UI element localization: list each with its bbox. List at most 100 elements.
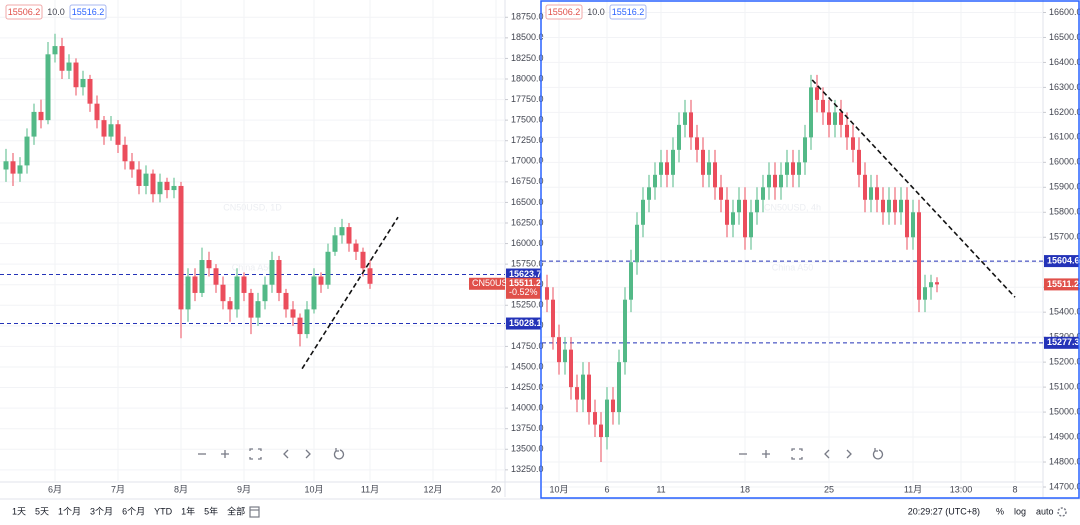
scroll-left[interactable]: [283, 449, 289, 459]
candle-body: [911, 212, 915, 238]
candle-body: [276, 260, 282, 293]
y-tick-label: 15100.0: [1049, 381, 1080, 391]
candle-body: [346, 227, 352, 244]
y-tick-label: 13500.0: [511, 444, 544, 454]
y-tick-label: 14000.0: [511, 403, 544, 413]
candle-body: [178, 185, 184, 310]
candle-body: [66, 62, 72, 71]
scale-option[interactable]: auto: [1036, 506, 1054, 516]
watermark-subtitle: China A50: [232, 262, 274, 272]
scale-option[interactable]: log: [1014, 506, 1026, 516]
candle-body: [617, 362, 621, 413]
candle-body: [803, 137, 807, 163]
scale-option[interactable]: %: [996, 506, 1004, 516]
candle-body: [683, 112, 687, 125]
y-tick-label: 17500.0: [511, 115, 544, 125]
candle-body: [779, 174, 783, 188]
level-tag: [1044, 255, 1079, 268]
candle-body: [659, 162, 663, 175]
candle-body: [575, 387, 579, 400]
trendline: [301, 216, 399, 370]
x-tick-label: 8月: [174, 484, 188, 494]
watermark-subtitle: China A50: [772, 262, 814, 272]
settings-icon[interactable]: [1057, 507, 1067, 517]
last-price-tag: [1044, 278, 1079, 291]
candle-body: [839, 112, 843, 125]
range-button[interactable]: 全部: [227, 505, 245, 516]
candle-body: [821, 99, 825, 113]
candle-body: [101, 120, 107, 137]
candle-body: [255, 301, 261, 318]
y-tick-label: 16500.0: [511, 197, 544, 207]
zoom-in[interactable]: [762, 450, 770, 458]
y-tick-label: 16600.0: [1049, 7, 1080, 17]
candle-body: [269, 260, 275, 285]
y-tick-label: 16500.0: [1049, 32, 1080, 42]
candle-body: [827, 112, 831, 125]
x-tick-label: 11月: [361, 484, 379, 494]
candle-body: [339, 227, 345, 236]
candle-body: [713, 162, 717, 188]
candle-body: [157, 181, 163, 195]
ask-box: [69, 4, 107, 20]
reset-view[interactable]: [791, 448, 803, 460]
candle-body: [665, 162, 669, 175]
range-button[interactable]: 5天: [35, 506, 49, 516]
candle-body: [917, 212, 921, 300]
zoom-in[interactable]: [221, 450, 229, 458]
candle-body: [611, 399, 615, 413]
range-button[interactable]: 1个月: [58, 506, 81, 516]
candle-body: [185, 276, 191, 310]
candle-body: [593, 412, 597, 425]
range-button[interactable]: 5年: [204, 505, 218, 516]
candle-body: [857, 149, 861, 175]
y-tick-label: 15750.0: [511, 259, 544, 269]
candle-body: [701, 149, 705, 175]
range-button[interactable]: 6个月: [122, 506, 145, 516]
level-tag: [1044, 336, 1079, 349]
range-button[interactable]: YTD: [154, 506, 173, 516]
y-tick-label: 16300.0: [1049, 82, 1080, 92]
x-tick-label: 12月: [423, 484, 442, 494]
refresh[interactable]: [872, 448, 884, 460]
candle-body: [761, 187, 765, 200]
scroll-right[interactable]: [846, 449, 852, 459]
symbol-tag: [469, 277, 505, 290]
reset-view[interactable]: [249, 448, 262, 460]
x-tick-label: 11: [656, 484, 665, 494]
scroll-left[interactable]: [824, 449, 830, 459]
nav-buttons[interactable]: [198, 448, 345, 460]
candle-body: [671, 149, 675, 175]
candle-body: [623, 299, 627, 363]
refresh[interactable]: [333, 448, 345, 460]
y-tick-label: 14750.0: [511, 341, 544, 351]
active-pane-border: [540, 0, 1080, 499]
range-button[interactable]: 1年: [181, 505, 195, 516]
level-tag: [506, 268, 541, 281]
last-price-label: 15511.2: [1047, 279, 1079, 289]
calendar-icon[interactable]: [249, 506, 260, 518]
candle-body: [332, 235, 338, 252]
candle-body: [304, 309, 310, 335]
candle-body: [881, 199, 885, 213]
candle-body: [587, 374, 591, 413]
candle-body: [791, 162, 795, 175]
nav-buttons[interactable]: [739, 448, 884, 460]
bid-box: [545, 4, 583, 20]
y-tick-label: 15250.0: [511, 300, 544, 310]
candle-body: [893, 199, 897, 213]
last-price-label: 15511.2: [509, 278, 541, 288]
x-tick-label: 11月: [904, 484, 922, 494]
scroll-right[interactable]: [305, 449, 311, 459]
range-button[interactable]: 3个月: [90, 506, 113, 516]
candle-body: [297, 317, 303, 335]
candle-body: [887, 199, 891, 213]
y-tick-label: 16400.0: [1049, 57, 1080, 67]
level-label: 15277.3: [1047, 337, 1080, 347]
range-button[interactable]: 1天: [12, 506, 26, 516]
candle-body: [143, 173, 149, 186]
y-tick-label: 15900.0: [1049, 182, 1080, 192]
candle-body: [318, 276, 324, 285]
